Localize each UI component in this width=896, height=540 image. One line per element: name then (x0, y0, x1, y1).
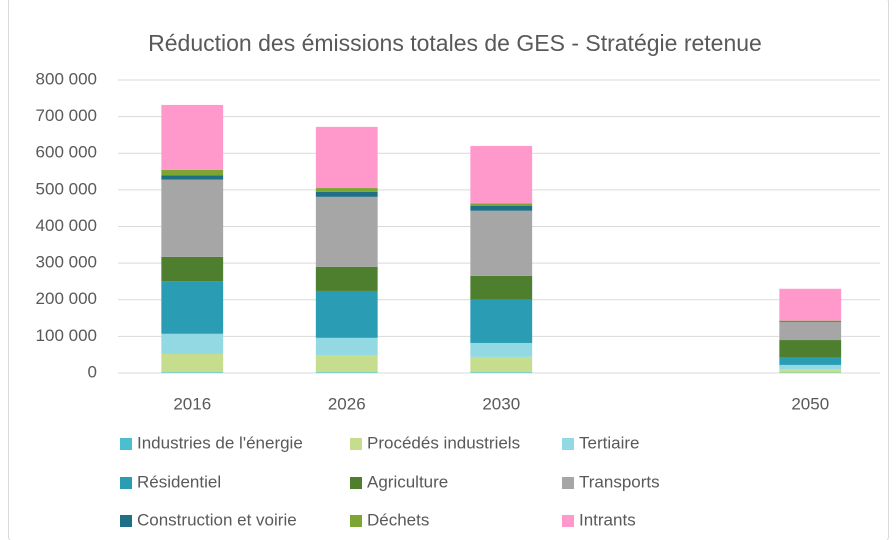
bar-segment (779, 357, 842, 365)
bar-segment (315, 196, 378, 267)
legend-label: Procédés industriels (367, 433, 520, 452)
legend-swatch (562, 515, 574, 527)
bar-segment (315, 290, 378, 338)
bar-segment (779, 340, 842, 358)
bar-segment (161, 333, 224, 354)
bar-segment (161, 175, 224, 180)
bar-segment (470, 275, 533, 300)
bar-segment (779, 321, 842, 341)
y-tick-label: 0 (88, 362, 97, 381)
legend-swatch (120, 515, 132, 527)
bar-segment (315, 266, 378, 291)
legend-label: Industries de l'énergie (137, 433, 303, 452)
bar-segment (315, 355, 378, 373)
legend-swatch (350, 438, 362, 450)
bar-segment (470, 145, 533, 204)
legend-label: Tertiaire (579, 433, 639, 452)
y-tick-label: 100 000 (36, 326, 97, 345)
y-tick-label: 400 000 (36, 216, 97, 235)
y-tick-label: 800 000 (36, 69, 97, 88)
y-tick-label: 700 000 (36, 106, 97, 125)
legend-swatch (120, 438, 132, 450)
x-tick-label: 2026 (328, 394, 366, 413)
bar-segment (779, 288, 842, 321)
chart-title: Réduction des émissions totales de GES -… (148, 30, 762, 56)
x-tick-label: 2016 (173, 394, 211, 413)
legend-swatch (350, 515, 362, 527)
legend-label: Agriculture (367, 472, 448, 491)
legend-label: Transports (579, 472, 660, 491)
bar-segment (161, 179, 224, 257)
bar-segment (315, 191, 378, 197)
bar-segment (470, 203, 533, 206)
bar-segment (470, 299, 533, 343)
bar-segment (470, 210, 533, 276)
legend-label: Résidentiel (137, 472, 221, 491)
bar-segment (161, 256, 224, 282)
bar-segment (315, 372, 378, 373)
y-tick-label: 600 000 (36, 143, 97, 162)
legend-swatch (562, 438, 574, 450)
bar-segment (315, 126, 378, 189)
bar-segment (470, 205, 533, 211)
bar-segment (470, 372, 533, 373)
bar-segment (315, 337, 378, 356)
legend-swatch (350, 477, 362, 489)
bar-segment (779, 369, 842, 373)
bar-segment (161, 169, 224, 176)
bar-segment (315, 188, 378, 192)
legend-label: Construction et voirie (137, 510, 297, 529)
bar-segment (470, 342, 533, 357)
bar-segment (779, 364, 842, 370)
bar-segment (779, 320, 842, 322)
chart-frame (8, 0, 889, 540)
x-tick-label: 2050 (791, 394, 829, 413)
bar-segment (161, 353, 224, 373)
x-tick-label: 2030 (482, 394, 520, 413)
bar-segment (161, 104, 224, 170)
legend-label: Déchets (367, 510, 429, 529)
bar-segment (470, 356, 533, 373)
legend-swatch (120, 477, 132, 489)
legend-label: Intrants (579, 510, 636, 529)
y-tick-label: 200 000 (36, 289, 97, 308)
legend-swatch (562, 477, 574, 489)
bar-segment (161, 281, 224, 334)
y-tick-label: 300 000 (36, 253, 97, 272)
bar-segment (161, 372, 224, 373)
y-tick-label: 500 000 (36, 179, 97, 198)
